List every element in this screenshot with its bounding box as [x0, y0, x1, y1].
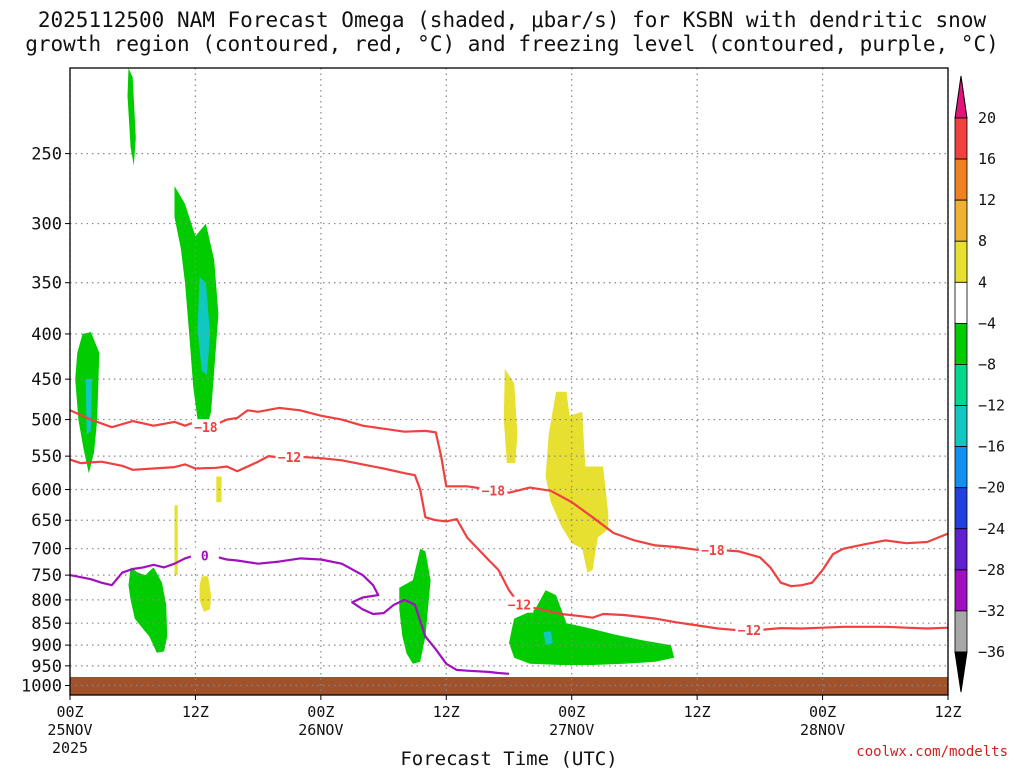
colorbar-label: −4 [978, 314, 996, 332]
omega-region-9 [503, 368, 518, 464]
colorbar-band [954, 569, 968, 612]
y-tick-label: 450 [31, 370, 62, 390]
colorbar-label: −20 [978, 479, 1005, 497]
x-tick-label: 00Z [809, 703, 836, 721]
y-tick-label: 300 [31, 215, 62, 235]
contour-label-bg [735, 622, 764, 639]
x-tick-date-label: 26NOV [298, 721, 343, 739]
colorbar-label: −32 [978, 602, 1005, 620]
contour-label-bg [698, 541, 727, 558]
colorbar-label: 16 [978, 150, 996, 168]
x-tick-label: 12Z [433, 703, 460, 721]
y-tick-label: 850 [31, 614, 62, 634]
colorbar-band [954, 281, 968, 324]
contour-label-bg [275, 449, 304, 466]
contour-label: −12 [278, 451, 301, 466]
contour-label-bg [191, 419, 220, 436]
y-tick-label: 750 [31, 566, 62, 586]
x-tick-label: 12Z [934, 703, 961, 721]
contour-label: 0 [201, 550, 209, 565]
colorbar-band [954, 158, 968, 201]
colorbar-band [954, 446, 968, 489]
omega-region-0 [127, 68, 136, 166]
y-tick-label: 800 [31, 591, 62, 611]
colorbar-label: −24 [978, 520, 1005, 538]
omega-region-4 [85, 379, 92, 435]
omega-region-8 [543, 631, 553, 646]
contour-label: −18 [701, 544, 725, 559]
x-tick-label: 12Z [182, 703, 209, 721]
colorbar-label: −28 [978, 561, 1005, 579]
y-tick-label: 1000 [21, 677, 62, 697]
y-tick-label: 700 [31, 540, 62, 560]
colorbar-label: 4 [978, 273, 987, 291]
y-tick-label: 500 [31, 411, 62, 431]
contour-label: −18 [482, 484, 506, 499]
colorbar-label: 20 [978, 109, 996, 127]
omega-region-12 [174, 505, 178, 576]
colorbar-band [954, 322, 968, 365]
colorbar-band [954, 487, 968, 530]
omega-region-11 [199, 576, 212, 612]
chart-title-line-2: growth region (contoured, red, °C) and f… [25, 32, 999, 56]
y-tick-label: 650 [31, 511, 62, 531]
chart-title-line-1: 2025112500 NAM Forecast Omega (shaded, μ… [37, 8, 987, 32]
y-tick-label: 550 [31, 447, 62, 467]
y-tick-label: 600 [31, 481, 62, 501]
x-tick-label: 00Z [56, 703, 83, 721]
x-tick-label: 00Z [307, 703, 334, 721]
ground-fill [70, 676, 948, 695]
y-tick-label: 400 [31, 325, 62, 345]
contour-line-2 [69, 554, 510, 675]
colorbar-band [954, 117, 968, 160]
colorbar-label: −8 [978, 355, 996, 373]
y-tick-label: 250 [31, 145, 62, 165]
omega-region-10 [545, 391, 609, 573]
contour-label-bg [479, 482, 508, 499]
colorbar-band [954, 199, 968, 242]
credit-label: coolwx.com/modelts [856, 744, 1008, 760]
x-tick-date-label: 25NOV [47, 721, 92, 739]
contour-label: −12 [738, 624, 761, 639]
colorbar-label: −36 [978, 643, 1005, 661]
colorbar-top-arrow [954, 75, 968, 119]
x-tick-date-label: 28NOV [800, 721, 845, 739]
x-tick-label: 12Z [684, 703, 711, 721]
y-tick-label: 950 [31, 657, 62, 677]
contour-label: −12 [508, 599, 531, 614]
colorbar-label: −12 [978, 397, 1005, 415]
colorbar-label: −16 [978, 438, 1005, 456]
plot-frame [69, 67, 949, 696]
colorbar-label: 8 [978, 232, 987, 250]
colorbar-label: 12 [978, 191, 996, 209]
contour-label: −18 [194, 421, 218, 436]
omega-region-5 [128, 567, 168, 653]
colorbar-band [954, 364, 968, 406]
omega-region-2 [197, 277, 211, 375]
colorbar-band [954, 528, 968, 571]
colorbar-bottom-arrow [954, 651, 968, 693]
colorbar-band [954, 240, 968, 283]
y-tick-label: 350 [31, 274, 62, 294]
colorbar-band [954, 405, 968, 448]
y-tick-label: 900 [31, 636, 62, 656]
colorbar-band [954, 610, 968, 653]
omega-region-7 [509, 590, 675, 665]
x-tick-date-label: 27NOV [549, 721, 594, 739]
contour-label-bg [505, 596, 534, 613]
contour-label-bg [190, 547, 219, 564]
x-axis-label: Forecast Time (UTC) [400, 748, 617, 768]
omega-region-1 [174, 186, 219, 431]
x-tick-label: 00Z [558, 703, 585, 721]
x-tick-year-label: 2025 [52, 739, 88, 757]
